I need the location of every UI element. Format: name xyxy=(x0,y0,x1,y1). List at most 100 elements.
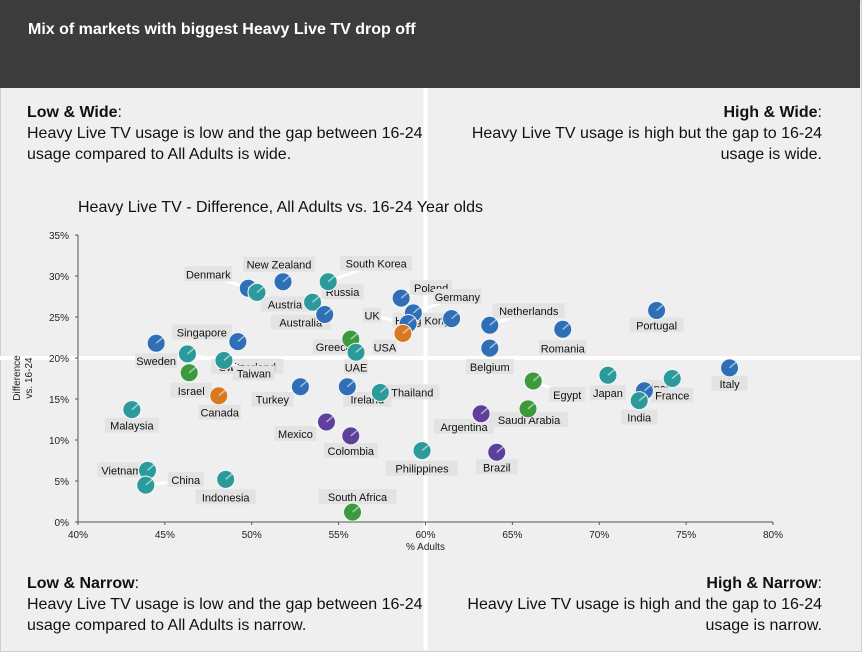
point-label: Colombia xyxy=(328,446,375,458)
point-highlight xyxy=(131,403,140,411)
point-highlight xyxy=(299,380,308,388)
point-highlight xyxy=(729,361,738,369)
label-background xyxy=(104,417,159,433)
point-label: Denmark xyxy=(186,269,231,281)
x-axis-title: % Adults xyxy=(406,542,445,553)
x-tick-label: 80% xyxy=(763,530,783,541)
point-label: France xyxy=(655,391,689,403)
label-background xyxy=(270,314,331,330)
quadrant-title: High & Narrow xyxy=(706,575,818,592)
header-bar: Mix of markets with biggest Heavy Live T… xyxy=(0,0,860,88)
label-background xyxy=(170,382,213,398)
point-highlight xyxy=(324,307,333,316)
label-background xyxy=(549,386,586,402)
point-highlight xyxy=(656,303,665,312)
point-highlight xyxy=(155,336,164,344)
point-label: Saudi Arabia xyxy=(498,415,561,427)
y-axis-title-line: vs. 16-24 xyxy=(24,357,35,399)
y-tick-label: 0% xyxy=(55,518,70,529)
point-label: Japan xyxy=(593,388,623,400)
point-label: Philippines xyxy=(395,464,449,476)
label-background xyxy=(651,387,694,403)
point-label: Austria xyxy=(268,299,303,311)
point-label: India xyxy=(627,413,652,425)
point-label: Malaysia xyxy=(110,421,154,433)
point-highlight xyxy=(352,505,361,513)
point-highlight xyxy=(379,385,388,394)
point-highlight xyxy=(402,326,411,334)
y-axis-title: Differencevs. 16-24 xyxy=(12,355,35,401)
point-highlight xyxy=(638,394,647,402)
label-background xyxy=(97,462,146,478)
point-labels: Denmark New Zealand Austria South Korea Russ… xyxy=(97,255,748,513)
point-label: Vietnam xyxy=(101,465,141,477)
point-highlight xyxy=(312,295,321,303)
point-highlight xyxy=(412,306,421,314)
point-highlight xyxy=(451,312,460,320)
label-background xyxy=(318,489,397,505)
y-tick-label: 15% xyxy=(49,395,69,406)
x-tick-label: 55% xyxy=(329,530,349,541)
quadrant-colon: : xyxy=(817,575,822,592)
quadrant-low-wide: Low & Wide: Heavy Live TV usage is low a… xyxy=(27,102,427,165)
y-axis-title-line: Difference xyxy=(12,355,23,401)
point-highlight xyxy=(407,316,416,325)
label-background xyxy=(372,339,397,355)
point-highlight xyxy=(350,429,359,437)
point-label: Turkey xyxy=(256,395,290,407)
quadrant-text: Heavy Live TV usage is low and the gap b… xyxy=(27,596,423,634)
point-highlight xyxy=(327,275,336,283)
label-background xyxy=(243,256,316,272)
label-background xyxy=(492,303,565,319)
point-label: Egypt xyxy=(553,390,581,402)
quadrant-text: Heavy Live TV usage is high but the gap … xyxy=(471,125,822,163)
x-tick-label: 70% xyxy=(589,530,609,541)
point-highlight xyxy=(325,415,334,423)
x-tick-label: 75% xyxy=(676,530,696,541)
point-label: Germany xyxy=(435,292,481,304)
y-tick-label: 25% xyxy=(49,313,69,324)
x-tick-label: 45% xyxy=(155,530,175,541)
label-background xyxy=(344,359,368,375)
point-highlight xyxy=(489,341,498,349)
point-label: UAE xyxy=(345,362,368,374)
x-tick-label: 65% xyxy=(502,530,522,541)
label-background xyxy=(274,425,317,441)
label-background xyxy=(167,472,204,488)
y-tick-label: 5% xyxy=(55,477,70,488)
point-label: Thailand xyxy=(391,387,433,399)
x-tick-label: 40% xyxy=(68,530,88,541)
quadrant-text: Heavy Live TV usage is high and the gap … xyxy=(467,596,822,634)
quadrant-low-narrow: Low & Narrow: Heavy Live TV usage is low… xyxy=(27,573,427,636)
chart-axes: 40% 45% 50% 55% 60% 65% 70% 75% 80% 0% 5% 10% 15% 20%… xyxy=(12,231,783,553)
quadrant-title: Low & Narrow xyxy=(27,575,135,592)
data-points xyxy=(122,272,740,522)
x-tick-label: 60% xyxy=(415,530,435,541)
label-background xyxy=(711,375,748,391)
point-label: Italy xyxy=(719,379,740,391)
point-highlight xyxy=(400,291,409,299)
label-background xyxy=(433,288,482,304)
label-background xyxy=(621,409,658,425)
page-title: Mix of markets with biggest Heavy Live T… xyxy=(28,21,416,38)
label-background xyxy=(490,411,569,427)
point-highlight xyxy=(671,371,680,380)
point-highlight xyxy=(532,374,541,382)
quadrant-title: High & Wide xyxy=(723,104,818,121)
quadrant-high-narrow: High & Narrow: Heavy Live TV usage is hi… xyxy=(442,573,822,636)
label-background xyxy=(386,460,459,476)
point-label: South Korea xyxy=(346,259,408,271)
point-highlight xyxy=(218,389,227,397)
label-background xyxy=(363,307,382,323)
label-background xyxy=(589,385,626,401)
point-highlight xyxy=(480,407,489,415)
label-background xyxy=(475,459,518,475)
label-background xyxy=(323,442,378,458)
label-background xyxy=(135,353,178,369)
point-label: Russia xyxy=(326,287,361,299)
label-background xyxy=(251,391,294,407)
point-highlight xyxy=(237,335,246,343)
point-highlight xyxy=(256,285,265,293)
point-highlight xyxy=(562,322,571,330)
